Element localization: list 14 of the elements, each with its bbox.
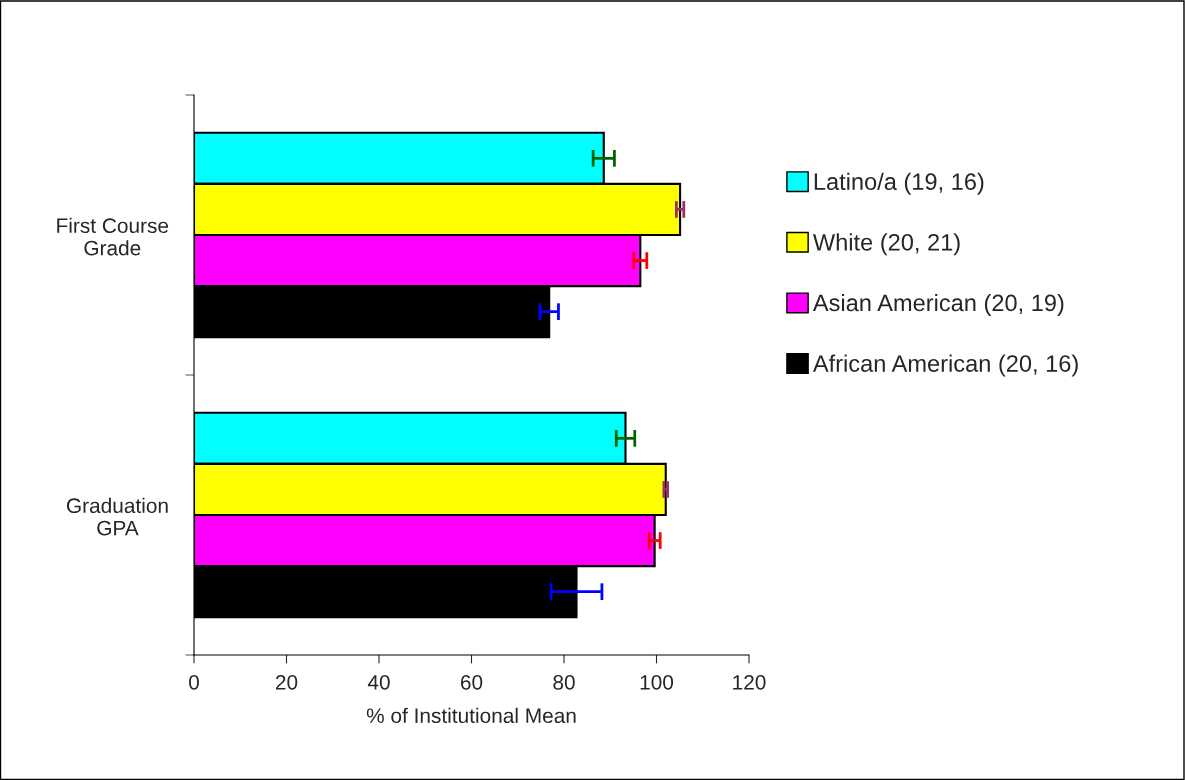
x-tick-label: 60 — [460, 674, 483, 690]
x-tick-label: 20 — [275, 674, 298, 690]
legend-label: Latino/a (19, 16) — [814, 172, 984, 195]
x-tick-label: 80 — [553, 674, 575, 690]
legend-label: White (20, 21) — [812, 233, 960, 256]
y-tick-label: Graduation GPA — [66, 497, 168, 536]
legend-label: African American (20, 16) — [812, 354, 1078, 377]
x-axis-title: % of Institutional Mean — [366, 707, 576, 724]
legend-label: Asian American (20, 19) — [812, 293, 1064, 316]
x-tick-label: 100 — [640, 674, 674, 690]
y-tick-label: First Course Grade — [57, 217, 169, 256]
x-tick-label: 40 — [367, 674, 390, 690]
x-tick-label: 0 — [189, 674, 199, 690]
x-tick-label: 120 — [733, 674, 766, 690]
